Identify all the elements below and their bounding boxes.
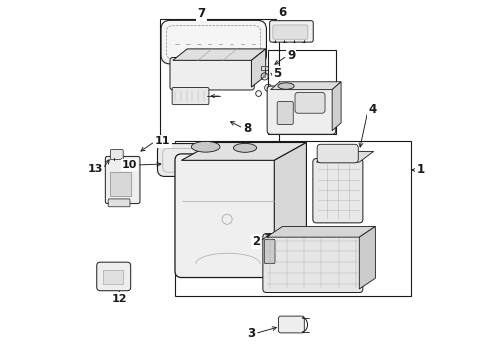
FancyBboxPatch shape: [172, 87, 209, 105]
Polygon shape: [274, 143, 306, 271]
Text: 9: 9: [287, 49, 295, 62]
FancyBboxPatch shape: [273, 25, 308, 39]
FancyBboxPatch shape: [263, 234, 363, 293]
FancyBboxPatch shape: [108, 199, 130, 207]
FancyBboxPatch shape: [170, 58, 254, 90]
Text: 8: 8: [243, 122, 251, 135]
Ellipse shape: [192, 141, 220, 152]
FancyBboxPatch shape: [313, 158, 363, 223]
FancyBboxPatch shape: [110, 150, 123, 159]
Text: 10: 10: [122, 160, 137, 170]
FancyBboxPatch shape: [270, 21, 313, 42]
Bar: [268, 50, 336, 134]
FancyBboxPatch shape: [97, 262, 131, 291]
FancyBboxPatch shape: [157, 144, 234, 176]
FancyBboxPatch shape: [161, 20, 267, 64]
Text: 13: 13: [87, 163, 103, 174]
Bar: [160, 19, 279, 148]
Ellipse shape: [278, 83, 294, 89]
Text: 11: 11: [155, 136, 171, 147]
Polygon shape: [173, 49, 266, 60]
Circle shape: [263, 75, 267, 78]
Bar: [103, 270, 123, 284]
Text: 3: 3: [247, 327, 255, 340]
Bar: [110, 172, 131, 196]
Polygon shape: [251, 49, 266, 87]
Polygon shape: [332, 82, 341, 131]
Bar: [175, 141, 411, 296]
FancyBboxPatch shape: [264, 239, 275, 264]
Polygon shape: [359, 226, 375, 289]
Text: 12: 12: [112, 294, 127, 303]
Polygon shape: [317, 152, 373, 162]
Polygon shape: [270, 82, 341, 90]
Text: 4: 4: [368, 103, 376, 116]
Polygon shape: [267, 226, 375, 237]
Text: 5: 5: [273, 67, 281, 80]
FancyBboxPatch shape: [279, 316, 304, 333]
FancyBboxPatch shape: [105, 157, 140, 203]
Text: 2: 2: [252, 235, 260, 248]
Ellipse shape: [233, 143, 257, 152]
FancyBboxPatch shape: [267, 86, 336, 134]
Polygon shape: [181, 143, 306, 160]
FancyBboxPatch shape: [175, 154, 281, 278]
FancyBboxPatch shape: [277, 102, 293, 125]
FancyBboxPatch shape: [295, 93, 325, 113]
Circle shape: [267, 86, 270, 90]
Text: 1: 1: [416, 163, 425, 176]
FancyBboxPatch shape: [262, 66, 268, 71]
Text: 7: 7: [197, 7, 205, 20]
Text: 6: 6: [278, 6, 287, 19]
FancyBboxPatch shape: [317, 144, 358, 163]
